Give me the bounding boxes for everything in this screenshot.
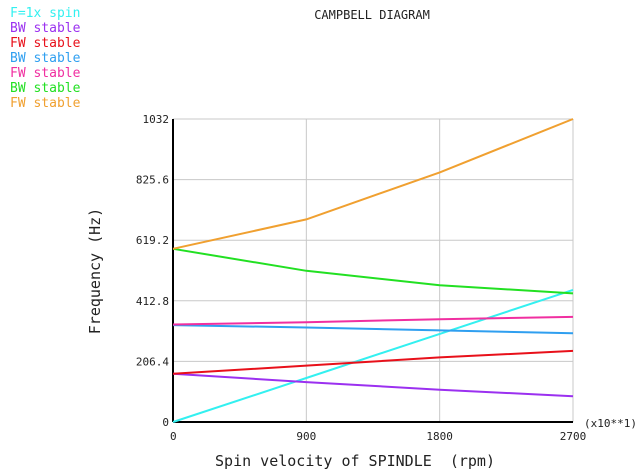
x-tick-labels: 0 900 1800 2700 [170,430,586,443]
legend-entry: BW stable [10,21,81,36]
chart-title: CAMPBELL DIAGRAM [314,8,430,22]
y-tick-label: 619.2 [136,234,169,247]
series-line-1 [172,288,574,423]
y-tick-labels: 0 206.4 412.8 619.2 825.6 1032 [136,113,169,429]
legend-entry: BW stable [10,81,81,96]
y-tick-label: 412.8 [136,295,169,308]
x-tick-label: 0 [170,430,177,443]
x-tick-label: 2700 [560,430,587,443]
series-line-5 [172,315,574,326]
series-line-3 [172,349,574,375]
legend-entry: FW stable [10,96,81,111]
legend-entry: FW stable [10,66,81,81]
series-lines [172,118,574,423]
x-tick-label: 1800 [426,430,453,443]
x-tick-label: 900 [296,430,316,443]
legend-entry: F=1x spin [10,6,80,21]
series-line-4 [172,324,574,335]
y-tick-label: 1032 [143,113,170,126]
x-axis-label: Spin velocity of SPINDLE (rpm) [215,452,495,470]
legend-entry: FW stable [10,36,81,51]
y-tick-label: 0 [162,416,169,429]
x-axis-multiplier: (x10**1) [584,417,636,430]
series-line-2 [172,372,574,398]
legend-entry: BW stable [10,51,81,66]
y-tick-label: 825.6 [136,174,169,187]
axes [172,119,573,423]
series-line-7 [172,118,574,250]
y-tick-label: 206.4 [136,355,169,368]
series-line-6 [172,247,574,295]
y-axis-label: Frequency (Hz) [86,208,104,334]
